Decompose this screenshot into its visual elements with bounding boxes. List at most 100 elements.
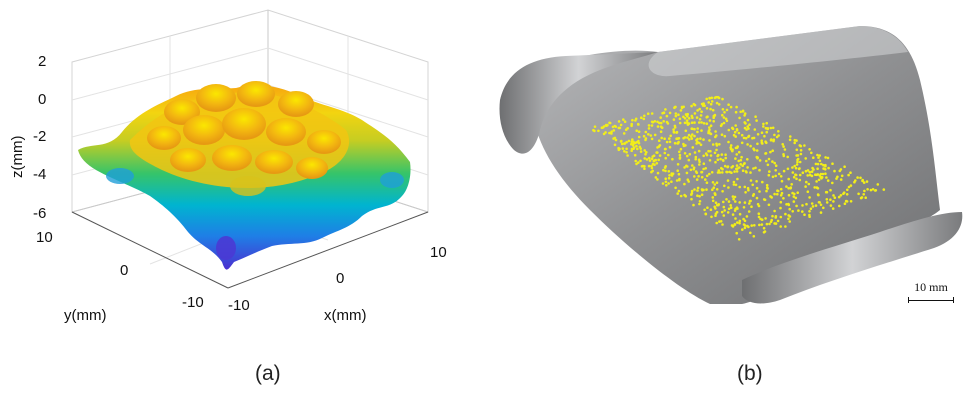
- measurement-point: [663, 137, 666, 140]
- measurement-point: [751, 136, 754, 140]
- measurement-point: [664, 156, 667, 160]
- measurement-point: [677, 189, 681, 193]
- measurement-point: [815, 173, 818, 177]
- measurement-point: [777, 172, 781, 176]
- measurement-point: [769, 138, 773, 141]
- measurement-point: [791, 171, 795, 174]
- measurement-point: [756, 142, 759, 146]
- measurement-point: [650, 166, 654, 170]
- measurement-point: [720, 210, 724, 214]
- measurement-point: [765, 183, 769, 187]
- measurement-point: [684, 129, 688, 133]
- measurement-point: [702, 138, 705, 141]
- measurement-point: [793, 164, 796, 168]
- measurement-point: [635, 140, 638, 144]
- measurement-point: [685, 154, 689, 158]
- measurement-point: [737, 159, 740, 163]
- measurement-point: [683, 117, 687, 120]
- measurement-point: [796, 191, 799, 194]
- measurement-point: [652, 154, 656, 157]
- measurement-point: [665, 114, 669, 118]
- measurement-point: [738, 185, 741, 189]
- measurement-point: [714, 130, 717, 133]
- measurement-point: [714, 212, 718, 215]
- measurement-point: [761, 142, 764, 145]
- measurement-point: [672, 118, 676, 121]
- measurement-point: [767, 157, 771, 161]
- measurement-point: [698, 107, 701, 111]
- measurement-point: [771, 126, 775, 130]
- measurement-point: [797, 209, 800, 212]
- measurement-point: [721, 108, 725, 111]
- measurement-point: [695, 116, 699, 119]
- measurement-point: [650, 124, 654, 127]
- measurement-point: [685, 171, 689, 175]
- measurement-point: [739, 110, 742, 114]
- measurement-point: [709, 124, 713, 127]
- measurement-point: [670, 180, 673, 183]
- measurement-point: [699, 137, 702, 140]
- measurement-point: [743, 201, 747, 204]
- measurement-point: [739, 163, 742, 166]
- measurement-point: [665, 184, 668, 187]
- measurement-point: [817, 156, 820, 159]
- measurement-point: [658, 121, 661, 125]
- measurement-point: [608, 131, 611, 135]
- measurement-point: [715, 148, 718, 152]
- measurement-point: [769, 195, 772, 198]
- measurement-point: [702, 162, 706, 165]
- measurement-point: [746, 166, 749, 169]
- measurement-point: [690, 104, 693, 108]
- measurement-point: [731, 195, 735, 198]
- measurement-point: [755, 196, 759, 200]
- measurement-point: [664, 180, 668, 184]
- measurement-point: [771, 175, 775, 179]
- measurement-point: [721, 97, 724, 101]
- measurement-point: [710, 96, 714, 100]
- measurement-point: [666, 122, 670, 125]
- measurement-point: [678, 153, 682, 157]
- measurement-point: [735, 206, 739, 209]
- measurement-point: [725, 198, 728, 201]
- measurement-point: [743, 112, 747, 115]
- measurement-point: [675, 179, 679, 182]
- measurement-point: [859, 176, 862, 180]
- measurement-point: [700, 193, 704, 196]
- measurement-point: [709, 132, 713, 136]
- measurement-point: [827, 166, 830, 170]
- measurement-point: [693, 188, 696, 191]
- measurement-point: [786, 155, 789, 159]
- measurement-point: [822, 167, 825, 170]
- measurement-point: [734, 124, 737, 127]
- measurement-point: [708, 159, 712, 162]
- measurement-point: [779, 187, 783, 191]
- measurement-point: [742, 206, 746, 209]
- measurement-point: [786, 167, 790, 171]
- measurement-point: [631, 118, 634, 122]
- measurement-point: [691, 127, 694, 131]
- measurement-point: [700, 121, 703, 124]
- surface-peaks: [147, 81, 341, 196]
- measurement-point: [788, 138, 792, 142]
- measurement-point: [675, 131, 678, 134]
- measurement-point: [655, 162, 659, 165]
- measurement-point: [756, 156, 759, 159]
- measurement-point: [725, 170, 728, 174]
- measurement-point: [796, 154, 800, 157]
- measurement-point: [808, 173, 812, 177]
- measurement-point: [667, 182, 670, 185]
- measurement-point: [699, 114, 703, 117]
- measurement-point: [662, 168, 665, 172]
- measurement-point: [844, 199, 848, 203]
- measurement-point: [691, 164, 694, 167]
- measurement-point: [736, 221, 739, 224]
- measurement-point: [690, 193, 693, 196]
- z-tick-label: 2: [38, 53, 46, 70]
- measurement-point: [738, 116, 741, 120]
- measurement-point: [704, 212, 708, 216]
- measurement-point: [687, 180, 690, 183]
- measurement-point: [750, 205, 753, 208]
- measurement-point: [787, 193, 791, 197]
- measurement-point: [734, 200, 737, 203]
- measurement-point: [667, 170, 671, 173]
